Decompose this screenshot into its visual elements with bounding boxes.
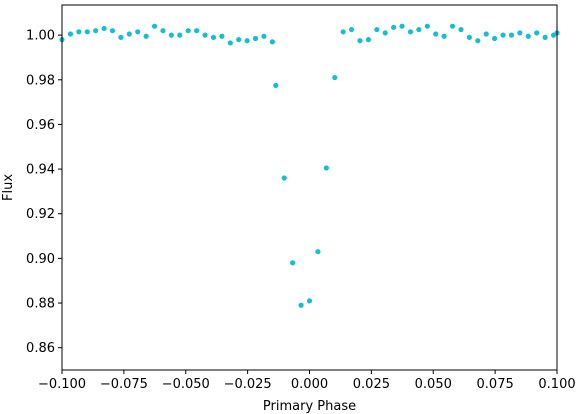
data-point: [135, 29, 141, 35]
data-point: [109, 28, 116, 34]
data-point: [466, 34, 472, 40]
data-point: [67, 31, 74, 37]
y-tick-label: 1.00: [26, 29, 55, 44]
y-tick-label: 0.88: [26, 297, 55, 312]
data-point: [391, 24, 397, 30]
x-tick-label: 0.075: [477, 377, 514, 392]
data-point: [323, 165, 329, 171]
data-point: [236, 37, 242, 43]
data-point: [332, 74, 338, 81]
x-axis-ticks: −0.100 −0.075 −0.050 −0.025 0.000 0.025 0.050 0…: [38, 370, 576, 392]
data-point: [365, 37, 371, 43]
plot-frame: [61, 4, 558, 371]
data-point: [534, 30, 540, 36]
data-point: [244, 38, 250, 44]
data-point: [483, 31, 489, 37]
y-tick-label: 0.94: [26, 163, 55, 178]
data-point: [374, 26, 380, 33]
y-axis-title: Flux: [1, 174, 16, 201]
y-tick-label: 0.90: [26, 252, 55, 267]
data-point: [101, 25, 107, 32]
data-point: [202, 32, 208, 38]
x-tick-label: −0.025: [224, 377, 272, 392]
data-point: [227, 40, 233, 46]
data-point: [168, 32, 174, 38]
data-point: [433, 31, 439, 37]
x-tick-label: 0.100: [538, 377, 575, 392]
data-point: [160, 28, 166, 34]
data-point: [441, 33, 447, 39]
data-point: [348, 26, 355, 33]
data-point: [269, 39, 275, 45]
data-point: [84, 29, 90, 35]
data-point: [76, 29, 82, 35]
data-point: [500, 32, 506, 38]
data-point: [261, 33, 267, 39]
data-point: [143, 33, 149, 39]
data-point: [458, 26, 464, 33]
data-point: [492, 35, 498, 42]
data-point: [407, 29, 414, 35]
data-points: [59, 23, 560, 308]
x-axis-title: Primary Phase: [263, 399, 356, 414]
data-point: [252, 35, 259, 42]
data-point: [281, 175, 287, 181]
x-tick-label: 0.025: [353, 377, 390, 392]
data-point: [399, 23, 405, 29]
data-point: [306, 298, 313, 304]
data-point: [357, 38, 363, 44]
y-tick-label: 0.86: [26, 341, 55, 356]
data-point: [475, 38, 481, 44]
y-axis-ticks: 0.86 0.88 0.90 0.92 0.94 0.96 0.98 1.00: [26, 29, 62, 356]
x-tick-label: 0.000: [291, 377, 328, 392]
data-point: [382, 30, 388, 36]
data-point: [126, 31, 132, 37]
data-point: [525, 33, 531, 39]
data-point: [416, 26, 422, 33]
data-point: [424, 23, 430, 29]
data-point: [194, 28, 200, 34]
data-point: [508, 32, 515, 38]
data-point: [185, 28, 191, 34]
data-point: [273, 82, 279, 88]
data-point: [219, 33, 225, 39]
y-tick-label: 0.96: [26, 118, 55, 133]
data-point: [315, 249, 321, 255]
data-point: [151, 23, 158, 29]
x-tick-label: 0.050: [415, 377, 452, 392]
data-point: [177, 32, 183, 38]
data-point: [290, 260, 296, 266]
x-tick-label: −0.050: [162, 377, 210, 392]
data-point: [93, 28, 99, 34]
data-point: [449, 23, 456, 29]
y-tick-label: 0.98: [26, 73, 55, 88]
data-point: [210, 34, 217, 40]
x-tick-label: −0.100: [38, 377, 86, 392]
data-point: [118, 34, 124, 40]
data-point: [517, 30, 523, 36]
y-tick-label: 0.92: [26, 207, 55, 222]
data-point: [340, 29, 346, 35]
data-point: [542, 34, 548, 40]
data-point: [298, 302, 304, 308]
x-tick-label: −0.075: [100, 377, 148, 392]
